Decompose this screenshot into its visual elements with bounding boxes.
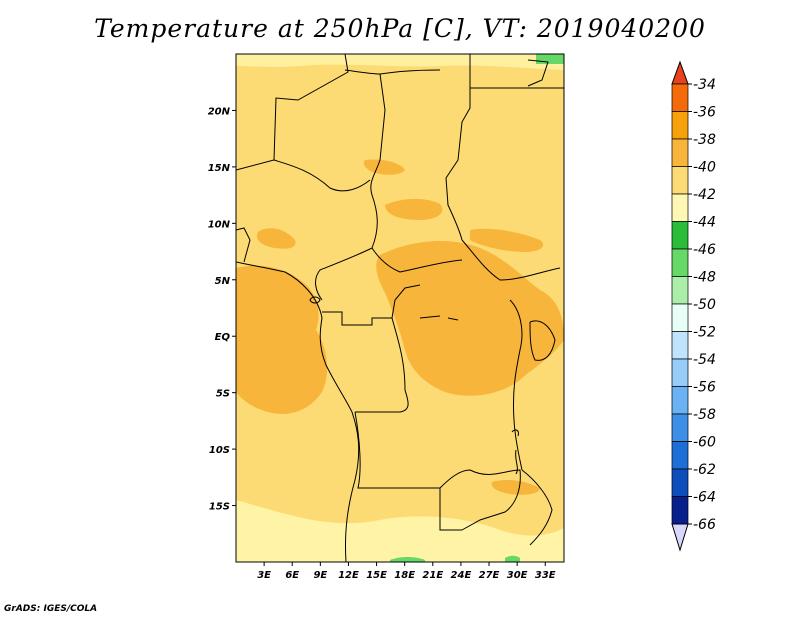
lon-tick-label: 27E [479,570,500,581]
colorbar-box [671,221,689,250]
colorbar-label: -50 [693,297,716,313]
colorbar-box [671,496,689,525]
colorbar-box [671,138,689,167]
lat-tick-label: 10S [209,445,230,456]
colorbar-label: -52 [693,325,716,341]
lon-tick-label: 3E [257,570,271,581]
lat-tick-label: 5N [215,276,231,287]
longitude-axis: 3E 6E 9E 12E 15E 18E 21E 24E 27E 30E 33E [257,562,556,581]
colorbar-label: -56 [693,380,716,396]
map-title: Temperature at 250hPa [C], VT: 201904020… [94,14,706,43]
colorbar-label: -64 [693,490,716,506]
colorbar-label: -48 [693,270,716,286]
colorbar-label: -46 [693,242,716,258]
temperature-field [236,54,564,562]
map-frame [235,53,565,563]
colorbar-box [671,248,689,277]
colorbar-box [671,413,689,442]
colorbar-label: -44 [693,215,716,231]
colorbar-label: -66 [693,517,716,533]
colorbar-box [671,276,689,305]
colorbar-box [671,441,689,470]
colorbar-box [671,83,689,112]
lat-tick-label: 15S [209,502,230,513]
colorbar-label: -54 [693,352,716,368]
lon-tick-label: 9E [313,570,327,581]
lon-tick-label: 6E [285,570,299,581]
lat-tick-label: 5S [216,389,230,400]
colorbar-label: -60 [693,435,716,451]
credit-label: GrADS: IGES/COLA [4,604,98,614]
colorbar-top-triangle [671,60,689,85]
colorbar-box [671,166,689,195]
lat-tick-label: 15N [208,163,231,174]
colorbar-box [671,193,689,222]
country-borders [236,54,564,562]
lon-tick-label: 21E [422,570,443,581]
colorbar-label: -42 [693,187,716,203]
lat-tick-label: 10N [208,219,231,230]
colorbar: -34 -36 -38 -40 -42 -44 -46 -48 -50 -52 -54 -56 -58 -… [671,60,716,552]
latitude-axis: 20N 15N 10N 5N EQ 5S 10S 15S [208,106,236,513]
colorbar-box [671,468,689,497]
colorbar-label: -34 [693,77,716,93]
colorbar-label: -38 [693,132,716,148]
lon-tick-label: 12E [338,570,359,581]
lon-tick-label: 33E [535,570,556,581]
colorbar-label: -58 [693,407,716,423]
lat-tick-label: EQ [215,332,231,343]
lon-tick-label: 24E [451,570,472,581]
colorbar-label: -40 [693,160,716,176]
colorbar-label: -36 [693,105,716,121]
colorbar-bottom-triangle [671,523,689,552]
colorbar-box [671,386,689,415]
colorbar-label: -62 [693,462,716,478]
lon-tick-label: 30E [507,570,528,581]
lat-tick-label: 20N [208,106,231,117]
colorbar-box [671,111,689,140]
colorbar-box [671,358,689,387]
lon-tick-label: 15E [366,570,387,581]
lon-tick-label: 18E [394,570,415,581]
colorbar-box [671,303,689,332]
colorbar-box [671,331,689,360]
